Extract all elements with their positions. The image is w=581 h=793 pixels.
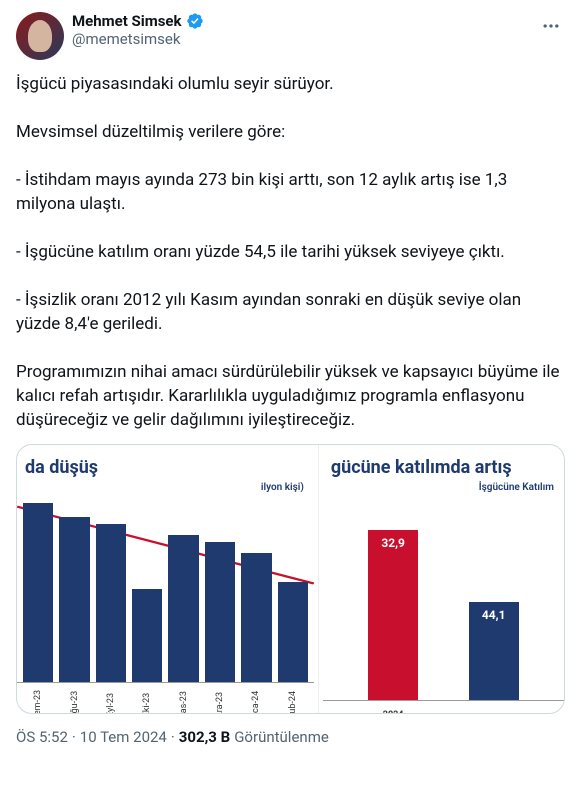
- more-button[interactable]: [537, 12, 565, 44]
- chart-image[interactable]: da düşüş ilyon kişi) Tem-23Ağu-23Eyl-23E…: [16, 444, 565, 714]
- user-handle[interactable]: @memetsimsek: [72, 30, 529, 48]
- bar: Tem-23: [23, 503, 53, 682]
- tweet-time[interactable]: ÖS 5:52: [16, 728, 68, 746]
- tweet-meta: ÖS 5:52 · 10 Tem 2024 · 302,3 B Görüntül…: [16, 728, 565, 746]
- display-name[interactable]: Mehmet Simsek: [72, 12, 182, 30]
- bar-label: Oca-24: [251, 691, 261, 714]
- bar-label: Eki-23: [142, 693, 152, 714]
- bar-value: 44,1: [482, 608, 506, 622]
- tweet-text: İşgücü piyasasındaki olumlu seyir sürüyo…: [16, 72, 565, 432]
- chart-left-bars: Tem-23Ağu-23Eyl-23Eki-23Kas-23Ara-23Oca-…: [17, 503, 314, 683]
- bar: Ağu-23: [59, 517, 89, 682]
- views-label: Görüntülenme: [234, 728, 329, 746]
- bar: Eki-23: [132, 589, 162, 682]
- bar: Eyl-23: [96, 524, 126, 682]
- bar-label: Ara-23: [215, 692, 225, 714]
- bar: Ara-23: [205, 542, 235, 682]
- bar-label: Ağu-23: [70, 691, 80, 714]
- tweet-header: Mehmet Simsek @memetsimsek: [16, 12, 565, 60]
- bar-label: Kas-23: [179, 691, 189, 714]
- chart-left-panel: da düşüş ilyon kişi) Tem-23Ağu-23Eyl-23E…: [17, 445, 318, 713]
- bar-label: Eyl-23: [106, 693, 116, 714]
- avatar[interactable]: [16, 12, 64, 60]
- tweet-container: Mehmet Simsek @memetsimsek İşgücü piyasa…: [0, 0, 581, 758]
- views-count[interactable]: 302,3 B: [179, 728, 230, 746]
- chart-left-subtitle: ilyon kişi): [17, 482, 314, 493]
- big-bar-label: 2024Mayıs (m.d.): [368, 710, 419, 714]
- big-bar: 32,92024Mayıs (m.d.): [368, 530, 418, 700]
- chart-right-bars: 32,92024Mayıs (m.d.) 44,12005: [323, 521, 564, 701]
- bar-value: 32,9: [381, 536, 405, 550]
- chart-left-title: da düşüş: [17, 453, 314, 482]
- chart-right-subtitle: İşgücüne Katılım: [323, 482, 564, 493]
- chart-right-title: gücüne katılımda artış: [323, 453, 564, 482]
- bar: Kas-23: [168, 535, 198, 682]
- bar-label: Tem-23: [33, 690, 43, 714]
- chart-right-panel: gücüne katılımda artış İşgücüne Katılım …: [318, 445, 564, 713]
- user-info: Mehmet Simsek @memetsimsek: [72, 12, 529, 48]
- verified-icon: [186, 12, 204, 30]
- tweet-date[interactable]: 10 Tem 2024: [80, 728, 167, 746]
- bar: Oca-24: [241, 553, 271, 682]
- bar-label: Şub-24: [288, 691, 298, 714]
- big-bar: 44,12005: [469, 602, 519, 700]
- bar: Şub-24: [278, 582, 308, 682]
